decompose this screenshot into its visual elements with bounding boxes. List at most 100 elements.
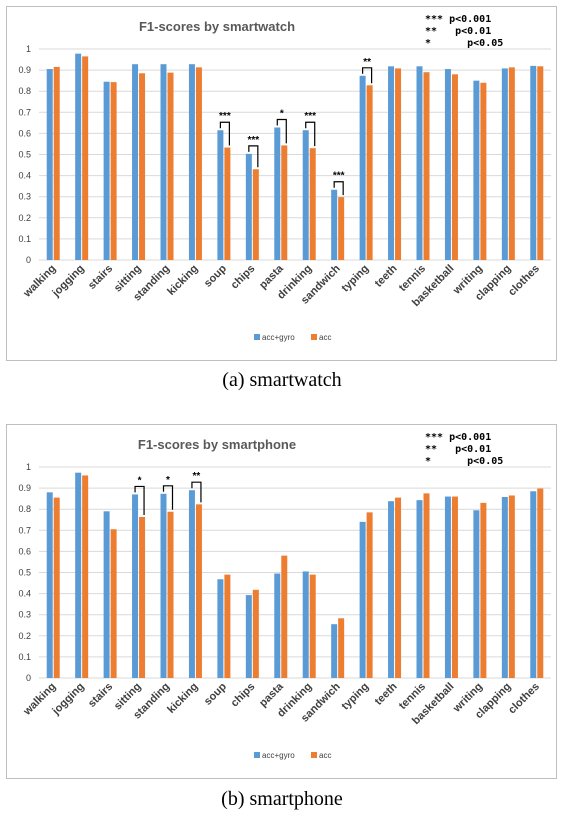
bar-acc-gyro-pasta [274, 127, 281, 260]
significance-bracket [191, 481, 202, 503]
legend-swatch-acc [311, 752, 317, 758]
bar-acc-typing [366, 512, 373, 678]
bar-acc-writing [480, 82, 487, 260]
y-tick-label: 0.7 [18, 107, 31, 117]
bar-acc-sitting [139, 517, 146, 678]
y-tick-label: 0.8 [18, 86, 31, 96]
chart-title: F1-scores by smartwatch [139, 19, 295, 34]
bar-acc-gyro-chips [245, 595, 252, 678]
significance-bracket [305, 121, 316, 147]
significance-stars: *** [333, 171, 345, 182]
legend-swatch-acc-gyro [254, 752, 260, 758]
bar-acc-tennis [423, 493, 430, 678]
significance-stars: ** [363, 57, 371, 68]
bar-acc-gyro-stairs [103, 81, 110, 260]
bar-acc-gyro-teeth [388, 501, 395, 678]
bar-acc-gyro-standing [160, 493, 167, 678]
y-tick-label: 0.8 [18, 504, 31, 514]
bar-acc-sandwich [338, 618, 345, 678]
bar-acc-clapping [508, 495, 515, 678]
bar-acc-gyro-jogging [75, 472, 82, 678]
bar-acc-gyro-clapping [501, 496, 508, 678]
bar-acc-gyro-basketball [444, 496, 451, 678]
significance-stars: *** [304, 111, 316, 122]
y-tick-label: 0.7 [18, 525, 31, 535]
bar-acc-soup [224, 147, 231, 260]
chart-title: F1-scores by smartphone [138, 437, 296, 452]
bar-acc-clothes [537, 66, 544, 260]
x-tick-label: soup [202, 262, 229, 289]
legend-swatch-acc-gyro [254, 334, 260, 340]
bar-acc-gyro-typing [359, 75, 366, 260]
y-tick-label: 0.6 [18, 128, 31, 138]
y-tick-label: 0.3 [18, 192, 31, 202]
bar-acc-basketball [451, 74, 458, 260]
bar-acc-tennis [423, 72, 430, 261]
bar-acc-sandwich [338, 197, 345, 260]
legend-label: acc [319, 751, 331, 760]
x-tick-label: walking [21, 681, 59, 719]
significance-stars: * [280, 108, 284, 119]
bar-acc-kicking [195, 504, 202, 678]
legend-label: acc+gyro [262, 333, 295, 342]
bar-acc-drinking [309, 574, 316, 678]
significance-bracket [162, 485, 174, 510]
significance-legend-item: ** p<0.01 [425, 444, 491, 455]
significance-bracket [362, 67, 373, 84]
bar-acc-gyro-writing [473, 80, 480, 261]
x-tick-label: stairs [86, 681, 115, 710]
significance-bracket [333, 181, 344, 196]
x-tick-label: clothes [506, 681, 542, 717]
bar-acc-typing [366, 85, 373, 261]
bar-acc-clapping [508, 67, 515, 260]
y-tick-label: 0.9 [18, 483, 31, 493]
bar-acc-stairs [110, 529, 117, 678]
bar-acc-gyro-clapping [501, 68, 508, 260]
significance-legend-item: *** p<0.001 [425, 432, 491, 443]
bar-acc-gyro-writing [473, 510, 480, 678]
y-tick-label: 1 [26, 44, 31, 54]
bar-acc-clothes [537, 488, 544, 678]
y-tick-label: 0.1 [18, 652, 31, 662]
bar-acc-gyro-tennis [416, 66, 423, 260]
bar-acc-gyro-sandwich [331, 624, 338, 678]
x-tick-label: walking [21, 263, 59, 301]
bar-acc-gyro-kicking [188, 64, 195, 260]
bar-acc-gyro-kicking [188, 490, 195, 678]
y-tick-label: 1 [26, 462, 31, 472]
bar-acc-gyro-clothes [530, 491, 537, 678]
bar-acc-basketball [451, 496, 458, 678]
bar-acc-gyro-chips [245, 153, 252, 260]
bar-acc-standing [167, 72, 174, 260]
significance-stars: * [166, 475, 170, 486]
bar-acc-standing [167, 511, 174, 678]
significance-bracket [248, 145, 259, 168]
bar-acc-gyro-clothes [530, 65, 537, 260]
y-tick-label: 0 [26, 673, 31, 683]
bar-acc-drinking [309, 148, 316, 260]
bar-acc-gyro-soup [217, 579, 224, 678]
y-tick-label: 0.3 [18, 610, 31, 620]
bar-acc-gyro-standing [160, 64, 167, 260]
y-tick-label: 0.9 [18, 65, 31, 75]
bar-acc-walking [53, 66, 60, 260]
y-tick-label: 0.2 [18, 631, 31, 641]
bar-acc-gyro-stairs [103, 511, 110, 678]
x-tick-label: kicking [165, 263, 200, 298]
bar-acc-writing [480, 502, 487, 678]
significance-legend-item: *** p<0.001 [425, 14, 491, 25]
bar-acc-chips [252, 169, 259, 260]
bar-acc-gyro-typing [359, 521, 366, 678]
bar-acc-stairs [110, 82, 117, 260]
y-tick-label: 0.6 [18, 546, 31, 556]
bar-acc-sitting [139, 73, 146, 260]
significance-stars: * [138, 475, 142, 486]
bar-acc-chips [252, 589, 259, 678]
bar-acc-gyro-sitting [132, 64, 139, 260]
bar-acc-teeth [395, 497, 402, 678]
legend-label: acc+gyro [262, 751, 295, 760]
chart-smartphone: F1-scores by smartphone *** p<0.001** p<0… [18, 432, 551, 760]
bar-acc-pasta [281, 145, 288, 260]
bar-acc-gyro-basketball [444, 69, 451, 260]
significance-stars: ** [193, 471, 201, 482]
